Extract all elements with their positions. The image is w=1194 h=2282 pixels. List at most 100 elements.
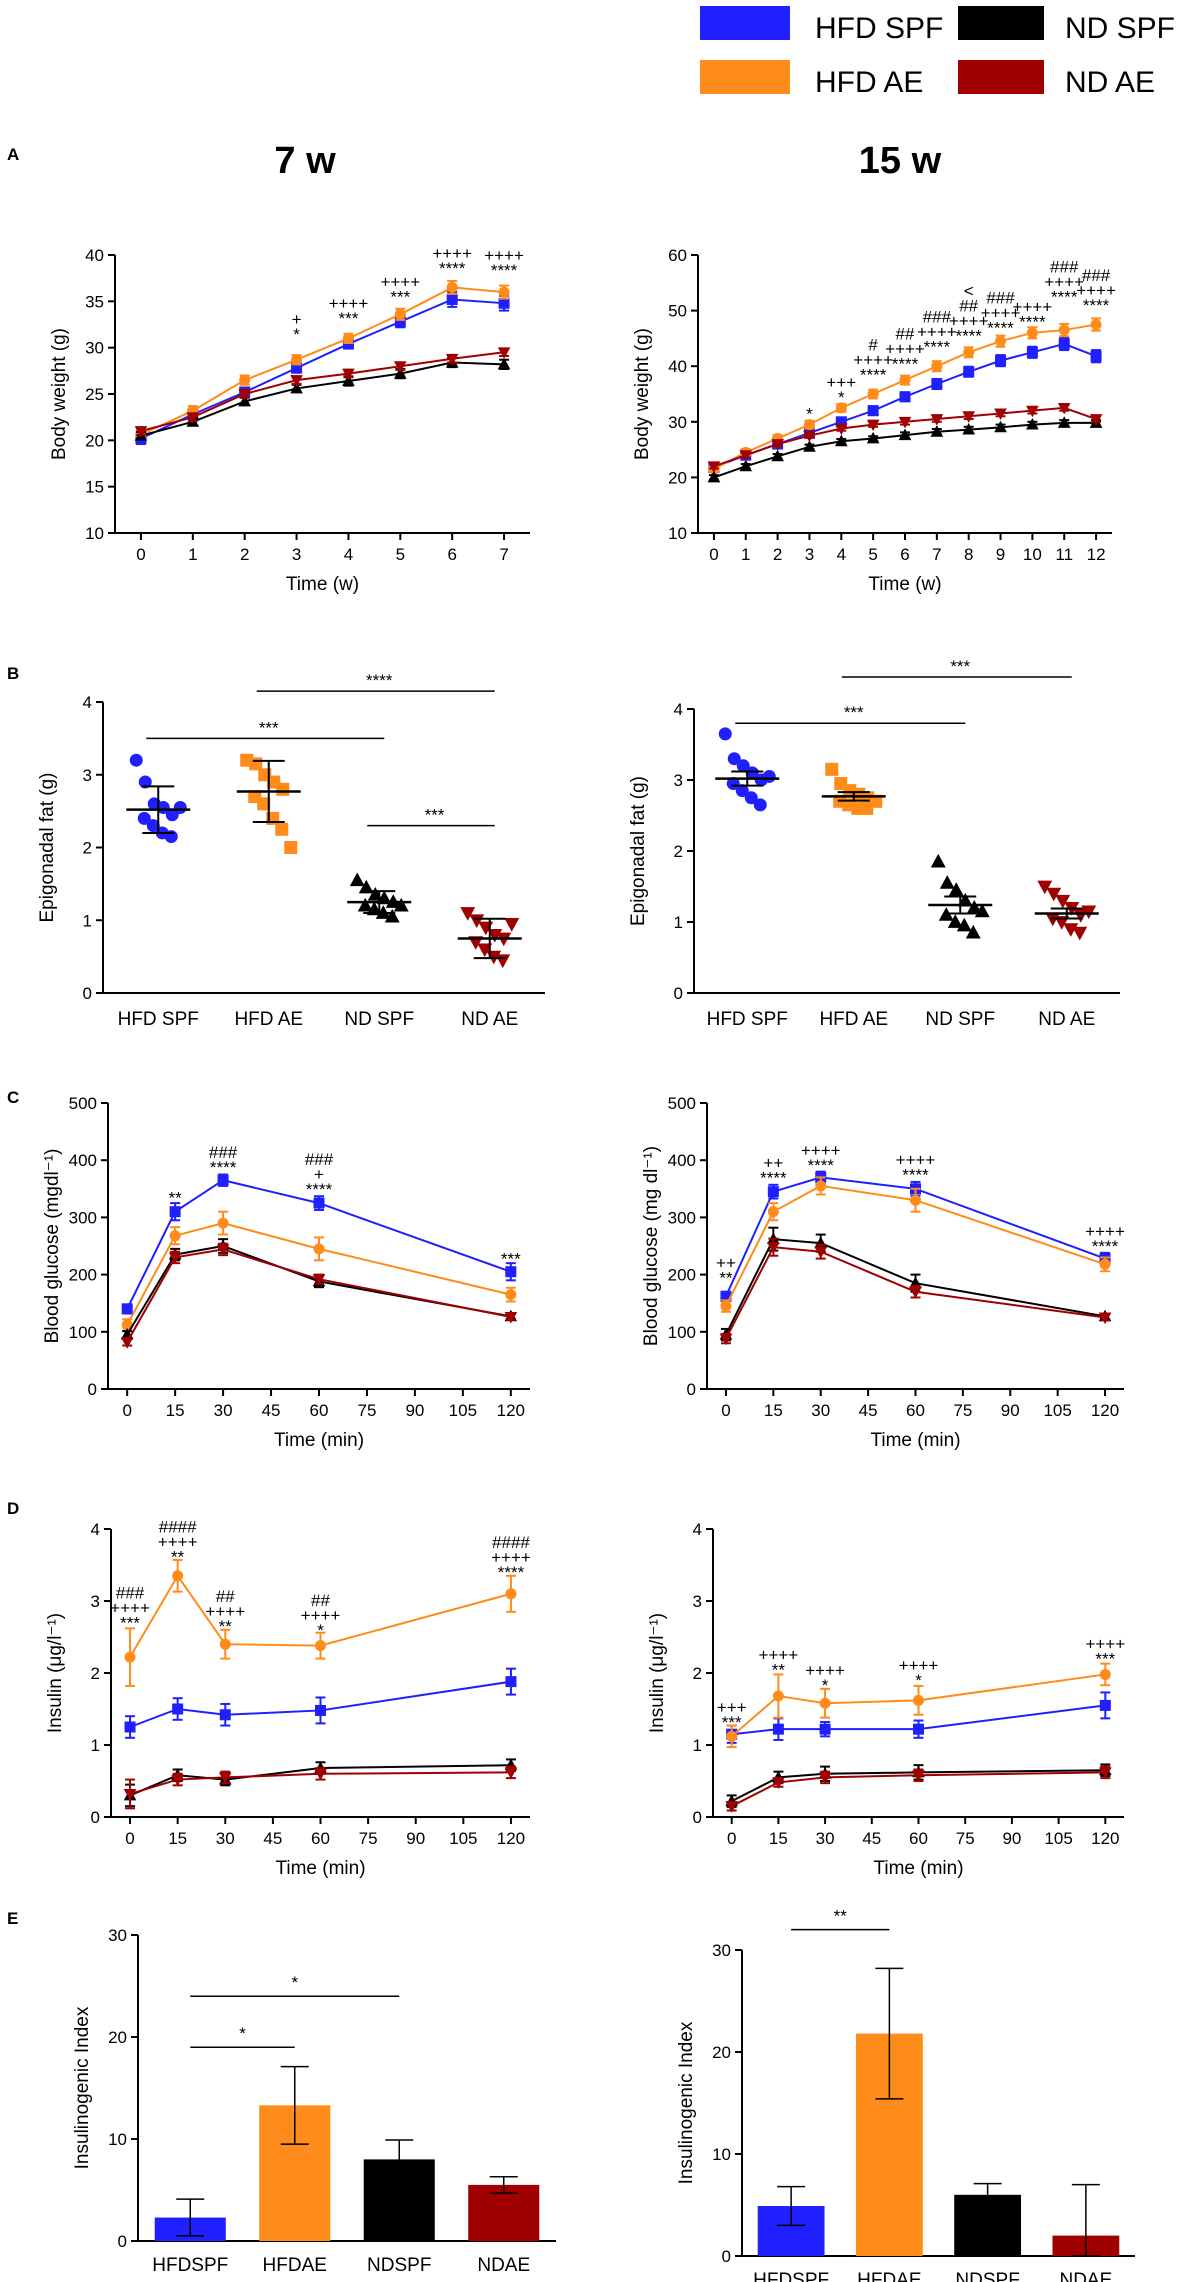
significance-label: ++++: [896, 1151, 936, 1170]
data-point: [137, 811, 151, 825]
significance-label: ###: [986, 288, 1015, 307]
data-point: [867, 388, 879, 400]
data-point: [120, 1337, 134, 1349]
group-hfd-ae: [821, 762, 886, 815]
significance-label: ++++: [158, 1532, 198, 1551]
x-tick-label: 6: [900, 545, 909, 564]
data-point: [504, 918, 520, 932]
significance-label: ****: [760, 1168, 787, 1187]
data-point: [939, 875, 955, 889]
data-point: [772, 1690, 784, 1702]
data-point: [725, 1801, 739, 1813]
data-point: [744, 791, 758, 805]
x-tick-label: 75: [357, 1401, 376, 1420]
data-point: [835, 416, 847, 428]
y-tick-label: 400: [69, 1151, 97, 1170]
x-tick-label: 3: [292, 545, 301, 564]
y-tick-label: 30: [85, 339, 104, 358]
data-point: [239, 374, 251, 386]
data-point: [173, 800, 187, 814]
significance-label: ****: [306, 1180, 333, 1199]
data-point: [1089, 414, 1103, 426]
data-point: [931, 378, 943, 390]
panel-letter-c: C: [7, 1088, 19, 1107]
x-tick-label: 4: [344, 545, 353, 564]
significance-label: ***: [950, 657, 970, 676]
significance-label: ++++: [110, 1599, 150, 1618]
x-tick-label: 105: [1043, 1401, 1071, 1420]
panel-letter-a: A: [7, 145, 19, 164]
x-tick-label: 15: [168, 1829, 187, 1848]
y-tick-label: 30: [668, 413, 687, 432]
significance-label: ++++: [1085, 1635, 1125, 1654]
significance-label: +: [292, 310, 302, 329]
data-point: [219, 1709, 231, 1721]
x-axis-title: Time (min): [275, 1858, 365, 1879]
data-point: [1058, 324, 1070, 336]
data-point: [504, 1767, 518, 1779]
data-point: [965, 924, 981, 939]
data-point: [867, 405, 879, 417]
data-point: [899, 374, 911, 386]
significance-label: ##: [896, 324, 915, 343]
significance-label: **: [834, 1907, 848, 1926]
y-tick-label: 1: [693, 1736, 702, 1755]
group-hfd-ae: [236, 753, 301, 854]
data-point: [930, 414, 944, 426]
data-point: [834, 423, 848, 436]
data-point: [291, 362, 303, 374]
data-point: [834, 434, 848, 447]
significance-label: **: [719, 1268, 733, 1287]
chart-d-7w: 0 1 2 3 4 0 15 30 45 60 75 90 105 120 Insulin (μg/l⁻¹)…: [45, 1517, 531, 1879]
data-point: [869, 794, 883, 808]
x-category-label: NDAE: [1059, 2270, 1112, 2282]
x-tick-label: 11: [1055, 545, 1073, 564]
y-tick-label: 200: [69, 1266, 97, 1285]
data-point: [349, 872, 365, 887]
y-tick-label: 1: [83, 911, 92, 930]
significance-label: ##: [216, 1587, 235, 1606]
y-tick-label: 2: [693, 1664, 702, 1683]
significance-label: ++++: [484, 246, 524, 265]
data-point: [172, 1570, 184, 1582]
series-hfd-ae: [708, 317, 1102, 475]
significance-label: ****: [1019, 313, 1046, 332]
x-tick-label: 60: [310, 1401, 329, 1420]
bar-ndae: [468, 2184, 540, 2241]
y-axis-title: Insulinogenic Index: [676, 2021, 697, 2184]
y-tick-label: 20: [108, 2028, 127, 2047]
x-category-label: HFD SPF: [707, 1009, 788, 1030]
y-axis-title: Epigonadal fat (g): [628, 776, 649, 926]
data-point: [898, 428, 912, 441]
series-hfd-ae: [726, 1662, 1111, 1749]
data-point: [1037, 880, 1053, 895]
y-axis-title: Insulinogenic Index: [72, 2006, 93, 2169]
x-category-label: NDAE: [477, 2255, 530, 2276]
data-point: [753, 798, 767, 812]
y-tick-label: 0: [88, 1380, 97, 1399]
y-tick-label: 30: [712, 1941, 731, 1960]
chart-c-15w: 0 100 200 300 400 500 0 15 30 45 60 75 90 105 120 Blood…: [641, 1094, 1125, 1451]
x-tick-label: 1: [741, 545, 750, 564]
significance-label: ****: [1092, 1237, 1119, 1256]
data-point: [146, 819, 160, 833]
x-tick-label: 10: [1023, 545, 1042, 564]
significance-label: ***: [120, 1614, 140, 1633]
x-category-label: ND SPF: [344, 1009, 414, 1030]
significance-label: **: [772, 1660, 786, 1679]
x-tick-label: 105: [449, 1401, 477, 1420]
x-tick-label: 15: [764, 1401, 783, 1420]
y-axis-title: Blood glucose (mgdl⁻¹): [42, 1149, 63, 1344]
data-point: [1046, 887, 1062, 902]
data-point: [909, 1286, 922, 1299]
significance-label: ++++: [432, 244, 472, 263]
data-point: [814, 1246, 828, 1259]
chart-b-7w: 0 1 2 3 4 Epigonadal fat (g) HFD SPF HFD AE ND S…: [37, 671, 545, 1030]
x-axis-title: Time (w): [868, 574, 941, 595]
y-tick-label: 500: [668, 1094, 696, 1113]
data-point: [930, 853, 946, 868]
data-point: [342, 368, 355, 381]
significance-label: ****: [1051, 288, 1078, 307]
group-nd-ae: [457, 907, 522, 969]
data-point: [898, 416, 912, 429]
